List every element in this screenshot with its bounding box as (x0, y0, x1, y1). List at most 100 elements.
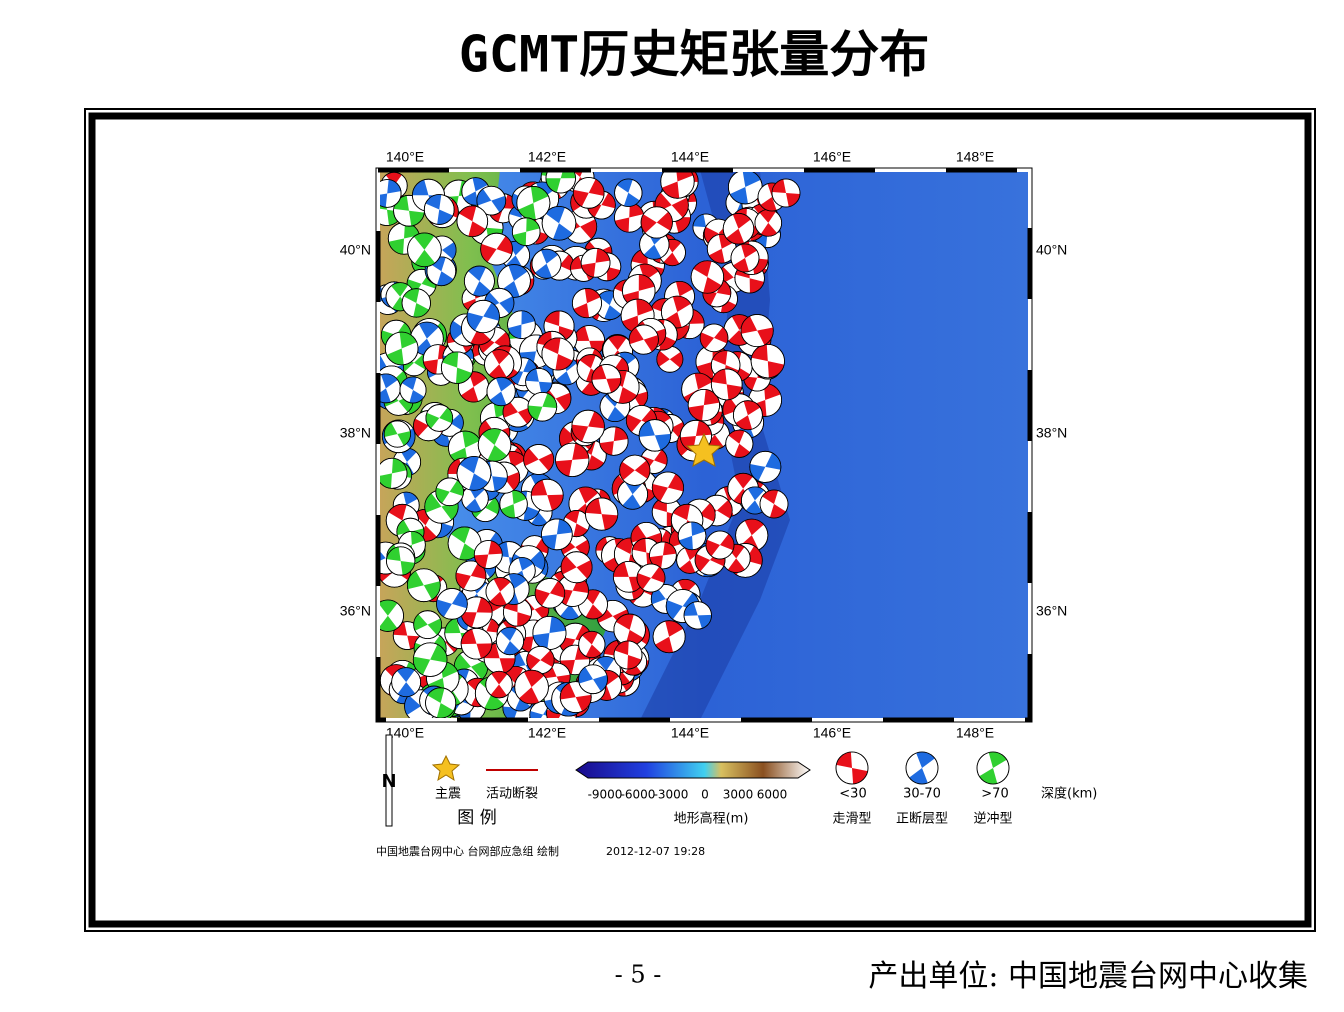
beachball-outline (476, 185, 507, 216)
beachball-quadrant (461, 628, 492, 659)
beachball-quadrant (578, 667, 608, 692)
beachball-quadrant (558, 624, 592, 655)
beachball-outline (456, 456, 492, 491)
beachball-quadrant (509, 358, 538, 385)
colorbar-ticks: -9000-6000-3000 0 3000 6000 (588, 788, 788, 802)
trench (641, 172, 790, 718)
beachball-outline (413, 610, 443, 640)
beachball-quadrant (614, 641, 642, 669)
beachball-outline (749, 450, 782, 483)
beachball-quadrant (463, 177, 488, 206)
beachball-outline (690, 260, 725, 294)
lon-label-top: 142°E (528, 149, 566, 165)
beachball-quadrant (663, 296, 691, 328)
beachball-outline (541, 206, 577, 241)
beachball-outline (541, 518, 573, 551)
lat-label-right: 36°N (1036, 603, 1067, 619)
beachball-quadrant (476, 188, 506, 213)
beachball-quadrant (663, 239, 682, 266)
beachball-quadrant (759, 209, 777, 237)
beachball-outline (725, 429, 754, 458)
beachball-quadrant (425, 407, 453, 429)
beachball-quadrant (380, 179, 401, 208)
beachball-quadrant (425, 194, 453, 225)
beachball-quadrant (414, 509, 437, 542)
mechanism-label: 正断层型 (896, 812, 948, 827)
beachball-quadrant (484, 643, 516, 674)
beachball-outline (485, 577, 515, 607)
lat-label-left: 36°N (340, 603, 371, 619)
beachball-quadrant (582, 589, 604, 619)
map-labels: 140°E 140°E 142°E 142°E 144°E 144°E 146°E 146°E… (340, 149, 1068, 741)
beachball-quadrant (702, 280, 731, 306)
beachball-quadrant (474, 540, 503, 569)
slide-title: GCMT历史矩张量分布 (459, 26, 929, 84)
colorbar-title: 地形高程(m) (674, 811, 749, 827)
beachball-outline (435, 477, 464, 507)
beachball-quadrant (693, 260, 722, 294)
beachball-quadrant (435, 480, 464, 504)
beachball-quadrant (393, 621, 422, 650)
beachball-quadrant (526, 650, 555, 670)
beachball-quadrant (380, 373, 398, 403)
beachball-outline (460, 627, 493, 660)
beachball-quadrant (503, 598, 531, 627)
beachball-outline (541, 337, 575, 371)
beachball-quadrant (613, 561, 645, 592)
beachball-outline (636, 563, 666, 593)
beachball-outline (905, 751, 939, 785)
beachball-outline (722, 213, 755, 245)
beachball-outline (412, 642, 448, 677)
page-number: - 5 - (615, 961, 662, 989)
beachball-outline (485, 670, 513, 699)
map-border (375, 167, 1033, 723)
beachball-quadrant (749, 452, 781, 481)
beachball-quadrant (587, 192, 616, 218)
timestamp: 2012-12-07 19:28 (606, 845, 705, 858)
beachball-quadrant (614, 202, 644, 233)
lat-label-left: 40°N (340, 242, 371, 258)
beachball-quadrant (401, 376, 425, 404)
credit: 中国地震台网中心 台网部应急组 绘制 (376, 844, 559, 858)
beachball-outline (710, 368, 743, 401)
beachball-quadrant (540, 386, 571, 411)
beachball-quadrant (619, 460, 650, 481)
beachball-quadrant (400, 353, 428, 372)
beachball-quadrant (560, 682, 592, 712)
beachball-quadrant (545, 206, 573, 241)
beachball-quadrant (488, 349, 510, 380)
beachball-quadrant (518, 186, 549, 220)
beachball-quadrant (556, 576, 589, 606)
beachball-outline (560, 551, 593, 584)
north-arrow (385, 734, 393, 827)
beachball-quadrant (480, 236, 513, 263)
beachball-quadrant (655, 192, 689, 218)
beachball-quadrant (442, 351, 472, 384)
colorbar-tick-label: 6000 (757, 788, 788, 802)
beachball-quadrant (500, 264, 528, 298)
beachball-outline (660, 172, 695, 199)
beachball-quadrant (468, 266, 491, 297)
legend-main-shock: 主震 (435, 787, 461, 802)
colorbar (575, 761, 811, 779)
beachball-quadrant (386, 546, 415, 576)
colorbar-tick-label: -6000 (621, 788, 656, 802)
beachball-outline (652, 620, 686, 654)
lat-label-right: 38°N (1036, 425, 1067, 441)
legend-mechanisms: <30 走滑型 30-70 正断层型 >70 逆冲型 (832, 751, 1013, 827)
beachball-quadrant (745, 486, 765, 514)
beachball-quadrant (740, 316, 774, 346)
beachball-quadrant (616, 614, 644, 646)
depth-unit: 深度(km) (1041, 786, 1097, 802)
beachball-quadrant (652, 473, 684, 502)
beachball-quadrant (564, 510, 588, 537)
beachball-outline (619, 454, 651, 486)
lon-label-top: 146°E (813, 149, 851, 165)
beachball-quadrant (500, 490, 527, 518)
beachball-outline (660, 295, 694, 329)
beachball-quadrant (581, 248, 610, 278)
beachball-outline (384, 331, 419, 366)
beachball-quadrant (507, 310, 535, 339)
map (380, 172, 1028, 718)
